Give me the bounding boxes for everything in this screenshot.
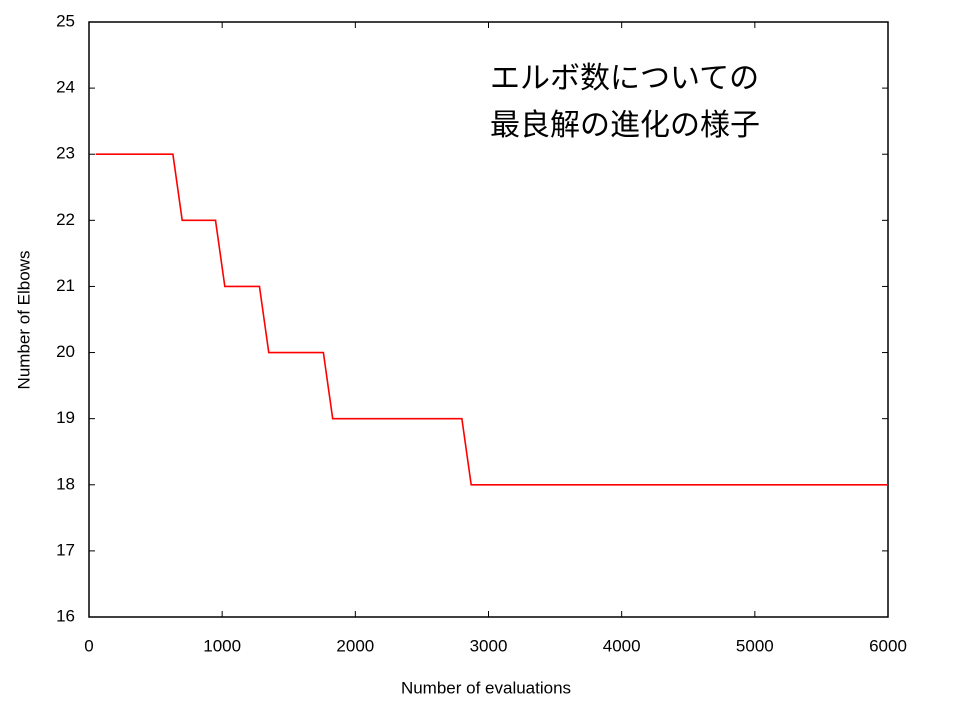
y-tick-label: 24 bbox=[56, 78, 75, 97]
annotation: 最良解の進化の様子 bbox=[490, 109, 760, 142]
plot-frame bbox=[88, 21, 889, 618]
y-tick-label: 23 bbox=[56, 144, 75, 163]
x-tick-label: 6000 bbox=[869, 636, 907, 655]
y-tick-label: 21 bbox=[56, 276, 75, 295]
y-tick-label: 25 bbox=[56, 11, 75, 30]
y-tick-label: 16 bbox=[56, 606, 75, 625]
x-tick-label: 1000 bbox=[203, 636, 241, 655]
line bbox=[95, 153, 888, 486]
y-tick-label: 22 bbox=[56, 210, 75, 229]
x-tick-label: 5000 bbox=[736, 636, 774, 655]
annotation: エルボ数についての bbox=[490, 62, 759, 95]
y-tick-label: 19 bbox=[56, 408, 75, 427]
x-axis-label: Number of evaluations bbox=[401, 678, 571, 697]
x-tick-label: 3000 bbox=[470, 636, 508, 655]
y-tick-label: 18 bbox=[56, 474, 75, 493]
x-tick-label: 0 bbox=[84, 636, 93, 655]
x-tick-label: 4000 bbox=[603, 636, 641, 655]
y-axis-label: Number of Elbows bbox=[14, 251, 33, 390]
y-tick-label: 17 bbox=[56, 540, 75, 559]
y-tick-label: 20 bbox=[56, 342, 75, 361]
x-tick-label: 2000 bbox=[336, 636, 374, 655]
